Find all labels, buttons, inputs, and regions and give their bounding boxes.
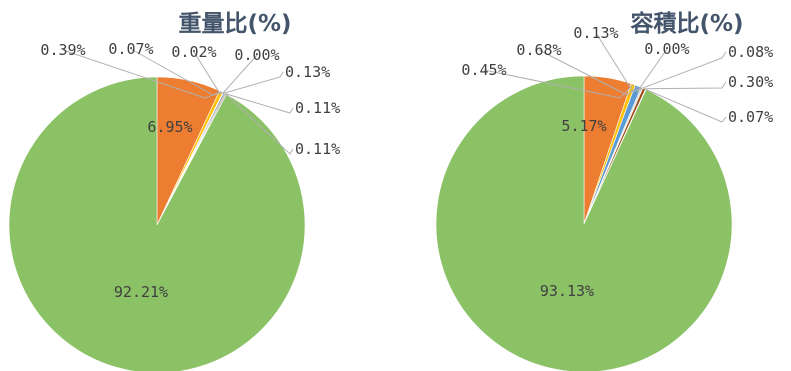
data-label-1: 5.17% xyxy=(561,117,606,135)
data-label-6: 0.13% xyxy=(285,63,330,81)
data-label-2: 0.45% xyxy=(461,61,506,79)
data-label-3: 0.07% xyxy=(108,40,153,58)
pie-slice-9 xyxy=(8,76,306,371)
data-label-3: 0.68% xyxy=(516,41,561,59)
data-label-7: 0.11% xyxy=(295,99,340,117)
leader-line-3 xyxy=(538,49,639,96)
leader-line-2 xyxy=(483,69,634,99)
data-label-4: 0.13% xyxy=(573,24,618,42)
leader-line-6 xyxy=(642,51,727,89)
data-label-8: 0.07% xyxy=(728,108,773,126)
volume-ratio-pie-chart: 5.17% 0.45% 0.68% 0.13% 0.00% 0.08% 0.30% 0.07%… xyxy=(435,10,773,371)
data-label-1: 6.95% xyxy=(147,118,192,136)
pie-slice-9 xyxy=(435,75,733,371)
leader-line-8 xyxy=(645,89,727,123)
data-label-9: 93.13% xyxy=(540,282,594,300)
leader-line-8 xyxy=(225,93,294,155)
chart-title-volume-ratio: 容積比(%) xyxy=(630,10,743,37)
data-label-8: 0.11% xyxy=(295,140,340,158)
data-label-4: 0.02% xyxy=(171,43,216,61)
chart-title-weight-ratio: 重量比(%) xyxy=(178,11,291,37)
data-label-6: 0.08% xyxy=(728,43,773,61)
leader-line-7 xyxy=(225,93,294,114)
leader-line-6 xyxy=(224,71,284,94)
data-label-9: 92.21% xyxy=(114,283,168,301)
weight-ratio-pie-chart: 6.95% 0.39% 0.07% 0.02% 0.00% 0.13% 0.11% 0.11%… xyxy=(8,11,340,371)
leader-line-5 xyxy=(636,48,668,93)
data-label-5: 0.00% xyxy=(644,40,689,58)
data-label-2: 0.39% xyxy=(40,41,85,59)
leader-line-7 xyxy=(644,81,727,90)
leader-line-3 xyxy=(130,48,224,96)
data-label-5: 0.00% xyxy=(234,46,279,64)
leader-line-4 xyxy=(193,51,224,94)
leader-line-5 xyxy=(223,54,258,94)
leader-line-2 xyxy=(62,49,222,99)
data-label-7: 0.30% xyxy=(728,73,773,91)
